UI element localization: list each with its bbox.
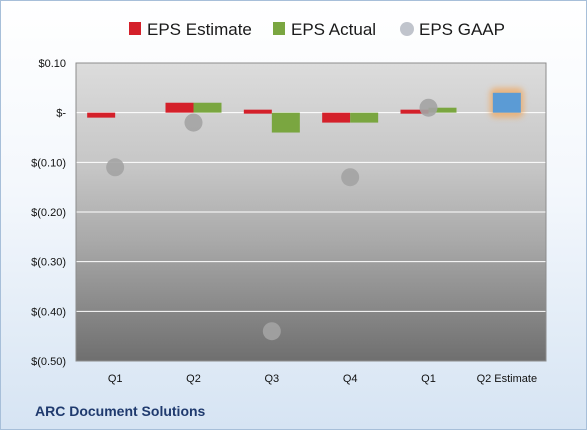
y-tick-label: $- bbox=[56, 108, 66, 120]
company-name: ARC Document Solutions bbox=[35, 403, 206, 419]
legend-label: EPS Estimate bbox=[147, 20, 252, 39]
y-tick-label: $(0.10) bbox=[31, 157, 66, 169]
y-tick-label: $0.10 bbox=[38, 58, 66, 70]
eps-actual-bar bbox=[350, 112, 379, 123]
eps-actual-bar bbox=[193, 102, 222, 113]
legend-label: EPS Actual bbox=[291, 20, 376, 39]
plot-border bbox=[75, 62, 547, 362]
eps-estimate-bar bbox=[400, 109, 429, 114]
x-tick-label: Q1 bbox=[108, 373, 123, 385]
eps-estimate-bar bbox=[165, 102, 194, 113]
y-tick-label: $(0.40) bbox=[31, 306, 66, 318]
y-tick-label: $(0.50) bbox=[31, 356, 66, 368]
eps-estimate-bar bbox=[322, 112, 351, 123]
y-tick-label: $(0.30) bbox=[31, 257, 66, 269]
legend-swatch bbox=[400, 22, 414, 36]
x-tick-label: Q4 bbox=[343, 373, 358, 385]
x-tick-label: Q2 bbox=[186, 373, 201, 385]
x-tick-label: Q3 bbox=[264, 373, 279, 385]
legend-swatch bbox=[273, 22, 285, 35]
eps-gaap-point bbox=[262, 322, 281, 341]
legend-swatch bbox=[129, 22, 141, 35]
eps-actual-bar bbox=[271, 112, 300, 133]
eps-gaap-point bbox=[184, 113, 203, 132]
q2-estimate-bar bbox=[492, 92, 521, 113]
eps-gaap-point bbox=[419, 98, 438, 117]
legend-label: EPS GAAP bbox=[419, 20, 505, 39]
eps-gaap-point bbox=[341, 168, 360, 187]
x-tick-label: Q2 Estimate bbox=[477, 373, 538, 385]
eps-estimate-bar bbox=[243, 109, 272, 114]
eps-gaap-point bbox=[106, 158, 125, 177]
eps-actual-bar bbox=[428, 107, 457, 113]
x-tick-label: Q1 bbox=[421, 373, 436, 385]
eps-estimate-bar bbox=[87, 112, 116, 118]
y-tick-label: $(0.20) bbox=[31, 207, 66, 219]
